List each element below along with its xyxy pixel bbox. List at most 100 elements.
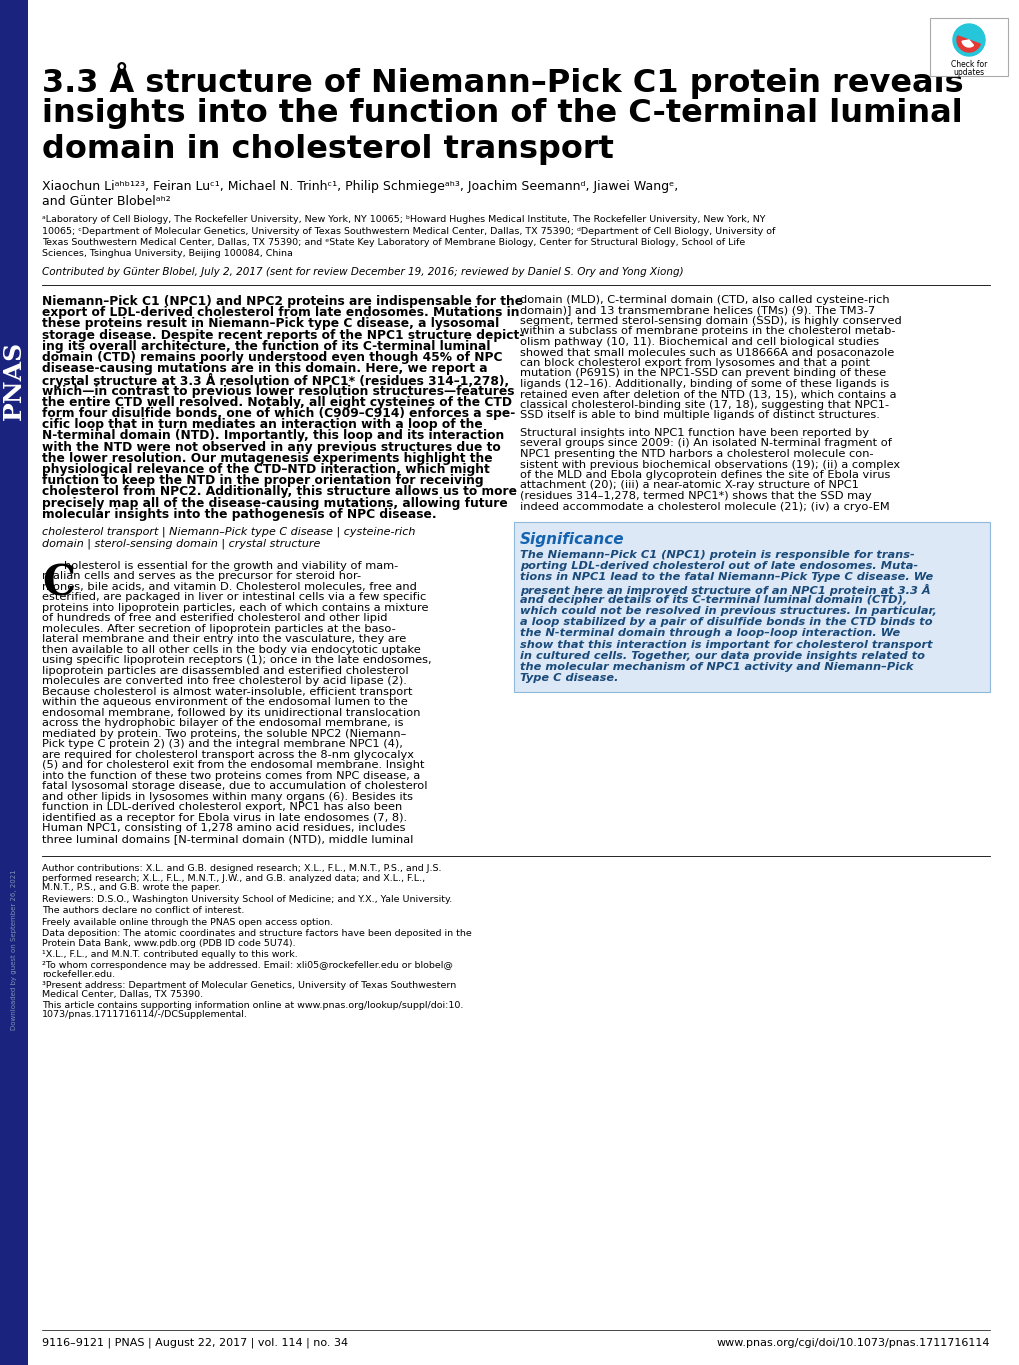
Text: fatal lysosomal storage disease, due to accumulation of cholesterol: fatal lysosomal storage disease, due to … <box>42 782 427 792</box>
Text: which—in contrast to previous lower resolution structures—features: which—in contrast to previous lower reso… <box>42 385 514 397</box>
Text: within the aqueous environment of the endosomal lumen to the: within the aqueous environment of the en… <box>42 698 408 707</box>
Text: cholesterol transport | Niemann–Pick type C disease | cysteine-rich: cholesterol transport | Niemann–Pick typ… <box>42 527 415 538</box>
Text: 3.3 Å structure of Niemann–Pick C1 protein reveals: 3.3 Å structure of Niemann–Pick C1 prote… <box>42 61 963 100</box>
Text: M.N.T., P.S., and G.B. wrote the paper.: M.N.T., P.S., and G.B. wrote the paper. <box>42 883 221 893</box>
Text: three luminal domains [N-terminal domain (NTD), middle luminal: three luminal domains [N-terminal domain… <box>42 834 413 844</box>
Text: segment, termed sterol-sensing domain (SSD), is highly conserved: segment, termed sterol-sensing domain (S… <box>520 317 901 326</box>
Text: lipoprotein particles are disassembled and esterified cholesterol: lipoprotein particles are disassembled a… <box>42 666 409 676</box>
Text: domain | sterol-sensing domain | crystal structure: domain | sterol-sensing domain | crystal… <box>42 539 320 550</box>
Text: C: C <box>42 562 75 605</box>
Text: storage disease. Despite recent reports of the NPC1 structure depict-: storage disease. Despite recent reports … <box>42 329 524 341</box>
Circle shape <box>952 25 984 56</box>
Text: Contributed by Günter Blobel, July 2, 2017 (sent for review December 19, 2016; r: Contributed by Günter Blobel, July 2, 20… <box>42 268 683 277</box>
Text: Significance: Significance <box>520 532 624 547</box>
Text: of hundreds of free and esterified cholesterol and other lipid: of hundreds of free and esterified chole… <box>42 613 387 624</box>
Text: within a subclass of membrane proteins in the cholesterol metab-: within a subclass of membrane proteins i… <box>520 326 895 337</box>
Text: Downloaded by guest on September 26, 2021: Downloaded by guest on September 26, 202… <box>11 870 17 1031</box>
Text: are required for cholesterol transport across the 8-nm glycocalyx: are required for cholesterol transport a… <box>42 749 414 760</box>
Text: proteins into lipoprotein particles, each of which contains a mixture: proteins into lipoprotein particles, eac… <box>42 603 428 613</box>
Text: performed research; X.L., F.L., M.N.T., J.W., and G.B. analyzed data; and X.L., : performed research; X.L., F.L., M.N.T., … <box>42 874 425 883</box>
Text: indeed accommodate a cholesterol molecule (21); (iv) a cryo-EM: indeed accommodate a cholesterol molecul… <box>520 501 889 512</box>
Wedge shape <box>961 40 972 46</box>
Text: mones, bile acids, and vitamin D. Cholesterol molecules, free and: mones, bile acids, and vitamin D. Choles… <box>42 581 417 592</box>
Text: holesterol is essential for the growth and viability of mam-: holesterol is essential for the growth a… <box>64 561 397 571</box>
Text: SSD itself is able to bind multiple ligands of distinct structures.: SSD itself is able to bind multiple liga… <box>520 411 879 420</box>
Text: molecules are converted into free cholesterol by acid lipase (2).: molecules are converted into free choles… <box>42 677 407 687</box>
Text: into the function of these two proteins comes from NPC disease, a: into the function of these two proteins … <box>42 771 420 781</box>
Text: insights into the function of the C-terminal luminal: insights into the function of the C-term… <box>42 98 962 130</box>
Text: updates: updates <box>953 68 983 76</box>
Text: olism pathway (10, 11). Biochemical and cell biological studies: olism pathway (10, 11). Biochemical and … <box>520 337 878 347</box>
Text: and other lipids in lysosomes within many organs (6). Besides its: and other lipids in lysosomes within man… <box>42 792 413 803</box>
Text: several groups since 2009: (i) An isolated N-terminal fragment of: several groups since 2009: (i) An isolat… <box>520 438 891 449</box>
Text: (5) and for cholesterol exit from the endosomal membrane. Insight: (5) and for cholesterol exit from the en… <box>42 760 424 770</box>
Text: tions in NPC1 lead to the fatal Niemann–Pick Type C disease. We: tions in NPC1 lead to the fatal Niemann–… <box>520 572 932 583</box>
Text: with the NTD were not observed in any previous structures due to: with the NTD were not observed in any pr… <box>42 441 500 453</box>
Text: retained even after deletion of the NTD (13, 15), which contains a: retained even after deletion of the NTD … <box>520 389 896 400</box>
Text: Medical Center, Dallas, TX 75390.: Medical Center, Dallas, TX 75390. <box>42 991 203 999</box>
Text: Protein Data Bank, www.pdb.org (PDB ID code 5U74).: Protein Data Bank, www.pdb.org (PDB ID c… <box>42 939 296 949</box>
Wedge shape <box>956 35 979 52</box>
Text: the N-terminal domain through a loop–loop interaction. We: the N-terminal domain through a loop–loo… <box>520 628 900 639</box>
Text: esterified, are packaged in liver or intestinal cells via a few specific: esterified, are packaged in liver or int… <box>42 592 426 602</box>
Text: ligands (12–16). Additionally, binding of some of these ligands is: ligands (12–16). Additionally, binding o… <box>520 379 889 389</box>
Text: Because cholesterol is almost water-insoluble, efficient transport: Because cholesterol is almost water-inso… <box>42 687 412 698</box>
Text: This article contains supporting information online at www.pnas.org/lookup/suppl: This article contains supporting informa… <box>42 1001 463 1010</box>
Text: Data deposition: The atomic coordinates and structure factors have been deposite: Data deposition: The atomic coordinates … <box>42 930 472 939</box>
Text: the lower resolution. Our mutagenesis experiments highlight the: the lower resolution. Our mutagenesis ex… <box>42 452 492 465</box>
Text: mutation (P691S) in the NPC1-SSD can prevent binding of these: mutation (P691S) in the NPC1-SSD can pre… <box>520 369 886 378</box>
Text: precisely map all of the disease-causing mutations, allowing future: precisely map all of the disease-causing… <box>42 497 507 509</box>
Text: NPC1 presenting the NTD harbors a cholesterol molecule con-: NPC1 presenting the NTD harbors a choles… <box>520 449 872 459</box>
Text: Reviewers: D.S.O., Washington University School of Medicine; and Y.X., Yale Univ: Reviewers: D.S.O., Washington University… <box>42 895 451 904</box>
Text: Type C disease.: Type C disease. <box>520 673 618 684</box>
Text: molecular insights into the pathogenesis of NPC disease.: molecular insights into the pathogenesis… <box>42 508 436 521</box>
Text: domain)] and 13 transmembrane helices (TMs) (9). The TM3-7: domain)] and 13 transmembrane helices (T… <box>520 306 874 315</box>
Text: form four disulfide bonds, one of which (C909–C914) enforces a spe-: form four disulfide bonds, one of which … <box>42 407 515 420</box>
Text: and Günter Blobelᵃʰ²: and Günter Blobelᵃʰ² <box>42 195 170 207</box>
Text: (residues 314–1,278, termed NPC1*) shows that the SSD may: (residues 314–1,278, termed NPC1*) shows… <box>520 491 871 501</box>
Text: the molecular mechanism of NPC1 activity and Niemann–Pick: the molecular mechanism of NPC1 activity… <box>520 662 913 672</box>
Text: export of LDL-derived cholesterol from late endosomes. Mutations in: export of LDL-derived cholesterol from l… <box>42 306 519 319</box>
Text: using specific lipoprotein receptors (1); once in the late endosomes,: using specific lipoprotein receptors (1)… <box>42 655 431 666</box>
Text: domain in cholesterol transport: domain in cholesterol transport <box>42 134 613 165</box>
Bar <box>0 0 28 1365</box>
Text: Human NPC1, consisting of 1,278 amino acid residues, includes: Human NPC1, consisting of 1,278 amino ac… <box>42 823 406 834</box>
Text: ᵃLaboratory of Cell Biology, The Rockefeller University, New York, NY 10065; ᵇHo: ᵃLaboratory of Cell Biology, The Rockefe… <box>42 216 764 224</box>
Text: Xiaochun Liᵃʰᵇ¹²³, Feiran Luᶜ¹, Michael N. Trinhᶜ¹, Philip Schmiegeᵃʰ³, Joachim : Xiaochun Liᵃʰᵇ¹²³, Feiran Luᶜ¹, Michael … <box>42 180 678 192</box>
Text: The authors declare no conflict of interest.: The authors declare no conflict of inter… <box>42 906 245 916</box>
Text: and decipher details of its C-terminal luminal domain (CTD),: and decipher details of its C-terminal l… <box>520 595 906 605</box>
Text: cific loop that in turn mediates an interaction with a loop of the: cific loop that in turn mediates an inte… <box>42 418 482 431</box>
Text: a loop stabilized by a pair of disulfide bonds in the CTD binds to: a loop stabilized by a pair of disulfide… <box>520 617 931 627</box>
Text: mediated by protein. Two proteins, the soluble NPC2 (Niemann–: mediated by protein. Two proteins, the s… <box>42 729 406 738</box>
Text: molecules. After secretion of lipoprotein particles at the baso-: molecules. After secretion of lipoprotei… <box>42 624 395 633</box>
Text: 10065; ᶜDepartment of Molecular Genetics, University of Texas Southwestern Medic: 10065; ᶜDepartment of Molecular Genetics… <box>42 227 774 236</box>
Text: show that this interaction is important for cholesterol transport: show that this interaction is important … <box>520 640 931 650</box>
Text: in cultured cells. Together, our data provide insights related to: in cultured cells. Together, our data pr… <box>520 651 924 661</box>
Text: Sciences, Tsinghua University, Beijing 100084, China: Sciences, Tsinghua University, Beijing 1… <box>42 250 292 258</box>
Text: 1073/pnas.1711716114/-/DCSupplemental.: 1073/pnas.1711716114/-/DCSupplemental. <box>42 1010 248 1020</box>
Text: malian cells and serves as the precursor for steroid hor-: malian cells and serves as the precursor… <box>42 572 361 581</box>
Text: The Niemann–Pick C1 (NPC1) protein is responsible for trans-: The Niemann–Pick C1 (NPC1) protein is re… <box>520 550 914 560</box>
Bar <box>929 18 1007 76</box>
Text: Niemann–Pick C1 (NPC1) and NPC2 proteins are indispensable for the: Niemann–Pick C1 (NPC1) and NPC2 proteins… <box>42 295 523 308</box>
Text: identified as a receptor for Ebola virus in late endosomes (7, 8).: identified as a receptor for Ebola virus… <box>42 814 407 823</box>
Text: Freely available online through the PNAS open access option.: Freely available online through the PNAS… <box>42 919 333 927</box>
Text: porting LDL-derived cholesterol out of late endosomes. Muta-: porting LDL-derived cholesterol out of l… <box>520 561 917 571</box>
Text: these proteins result in Niemann–Pick type C disease, a lysosomal: these proteins result in Niemann–Pick ty… <box>42 318 498 330</box>
Text: disease-causing mutations are in this domain. Here, we report a: disease-causing mutations are in this do… <box>42 362 487 375</box>
Text: then available to all other cells in the body via endocytotic uptake: then available to all other cells in the… <box>42 646 421 655</box>
Text: present here an improved structure of an NPC1 protein at 3.3 Å: present here an improved structure of an… <box>520 584 929 595</box>
Text: domain (CTD) remains poorly understood even though 45% of NPC: domain (CTD) remains poorly understood e… <box>42 351 502 364</box>
Text: 9116–9121 | PNAS | August 22, 2017 | vol. 114 | no. 34: 9116–9121 | PNAS | August 22, 2017 | vol… <box>42 1338 347 1349</box>
Text: Check for: Check for <box>950 60 986 70</box>
Text: the entire CTD well resolved. Notably, all eight cysteines of the CTD: the entire CTD well resolved. Notably, a… <box>42 396 512 408</box>
Text: ¹X.L., F.L., and M.N.T. contributed equally to this work.: ¹X.L., F.L., and M.N.T. contributed equa… <box>42 950 298 960</box>
Text: PNAS: PNAS <box>2 340 25 419</box>
Text: classical cholesterol-binding site (17, 18), suggesting that NPC1-: classical cholesterol-binding site (17, … <box>520 400 889 410</box>
Text: showed that small molecules such as U18666A and posaconazole: showed that small molecules such as U186… <box>520 348 894 358</box>
Text: ³Present address: Department of Molecular Genetics, University of Texas Southwes: ³Present address: Department of Molecula… <box>42 981 455 990</box>
Text: crystal structure at 3.3 Å resolution of NPC1* (residues 314–1,278),: crystal structure at 3.3 Å resolution of… <box>42 374 508 389</box>
Text: across the hydrophobic bilayer of the endosomal membrane, is: across the hydrophobic bilayer of the en… <box>42 718 404 729</box>
Text: domain (MLD), C-terminal domain (CTD, also called cysteine-rich: domain (MLD), C-terminal domain (CTD, al… <box>520 295 889 304</box>
Text: endosomal membrane, followed by its unidirectional translocation: endosomal membrane, followed by its unid… <box>42 708 420 718</box>
